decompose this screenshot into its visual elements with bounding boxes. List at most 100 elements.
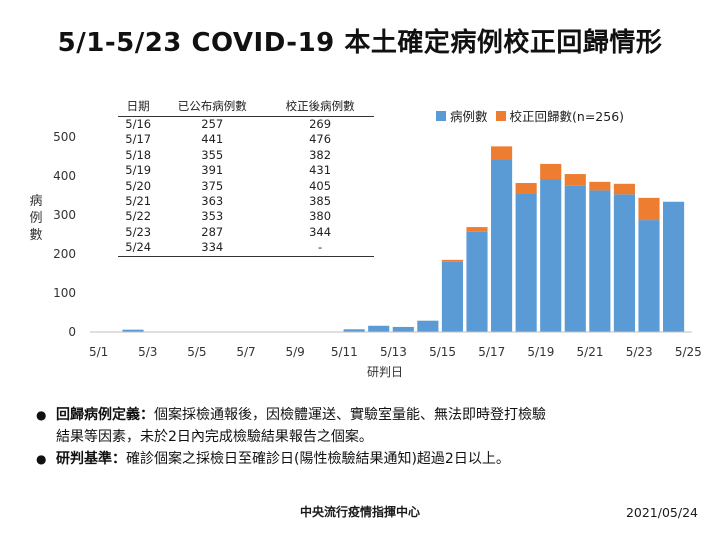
table-cell: 5/22	[125, 209, 152, 224]
table-cell: 257	[201, 117, 224, 131]
table-header-row: 日期 已公布病例數 校正後病例數	[118, 97, 374, 117]
bar-cases	[368, 325, 390, 332]
notes: ● 回歸病例定義：個案採檢通報後，因檢體運送、實驗室量能、無法即時登打檢驗 結果…	[36, 404, 546, 470]
x-tick-label: 5/5	[187, 345, 206, 359]
bar-cases	[392, 326, 414, 332]
legend-swatch-cases	[436, 110, 446, 121]
bar-cases	[564, 185, 586, 332]
note-criteria-label: 研判基準：	[56, 451, 126, 467]
legend-swatch-corrections	[495, 110, 506, 121]
x-tick-label: 5/7	[236, 345, 255, 359]
table-cell: 431	[309, 163, 332, 178]
y-tick-label: 0	[68, 325, 76, 339]
bar-cases	[589, 190, 611, 332]
y-axis: 0 100 200 300 400 500	[53, 130, 76, 339]
bullet-icon: ●	[36, 452, 47, 466]
bar-corrections	[466, 227, 488, 232]
table-cell: 380	[309, 209, 332, 224]
y-tick-label: 200	[53, 247, 76, 261]
table-header-cell: 已公布病例數	[158, 97, 267, 117]
y-tick-label: 300	[53, 208, 76, 222]
table-cell: 269	[309, 117, 332, 131]
y-tick-label: 400	[53, 169, 76, 183]
y-axis-label: 病例數	[29, 194, 42, 243]
table-cell: 391	[201, 163, 224, 178]
y-tick-label: 100	[53, 286, 76, 300]
x-tick-label: 5/1	[89, 345, 108, 359]
table-cell: 363	[201, 194, 224, 209]
legend-label-corrections: 校正回歸數(n=256)	[509, 109, 625, 124]
bar-corrections	[564, 174, 586, 186]
table-cell: 405	[309, 178, 332, 193]
note-definition-text: 個案採檢通報後，因檢體運送、實驗室量能、無法即時登打檢驗	[154, 407, 546, 423]
table-row: 5/21 363 385	[118, 194, 374, 209]
bar-cases	[663, 201, 685, 332]
bar-cases	[122, 329, 144, 332]
bars	[122, 146, 685, 333]
table-cell: 441	[201, 132, 224, 147]
bar-cases	[540, 179, 562, 332]
bar-cases	[613, 194, 635, 332]
legend-item-cases: 病例數	[436, 106, 488, 125]
bar-corrections	[441, 259, 463, 262]
x-tick-label: 5/13	[380, 345, 407, 359]
table-row: 5/20 375 405	[118, 179, 374, 194]
report-date: 2021/05/24	[625, 505, 698, 520]
y-tick-label: 500	[53, 130, 76, 144]
bar-corrections	[540, 163, 562, 180]
bar-corrections	[613, 183, 635, 195]
table-row: 5/19 391 431	[118, 163, 374, 178]
x-axis-label: 研判日	[367, 365, 403, 379]
note-definition: ● 回歸病例定義：個案採檢通報後，因檢體運送、實驗室量能、無法即時登打檢驗	[36, 404, 546, 426]
footer-organization: 中央流行疫情指揮中心	[299, 505, 420, 519]
bar-corrections	[638, 197, 660, 221]
bar-cases	[417, 320, 439, 332]
x-tick-label: 5/3	[138, 345, 157, 359]
table-row: 5/23 287 344	[118, 225, 374, 240]
table-cell: 385	[309, 194, 332, 209]
x-tick-label: 5/15	[429, 345, 456, 359]
note-criteria-text: 確診個案之採檢日至確診日(陽性檢驗結果通知)超過2日以上。	[126, 451, 510, 467]
note-definition-label: 回歸病例定義：	[56, 407, 154, 423]
x-tick-label: 5/21	[577, 345, 604, 359]
bar-cases	[441, 261, 463, 332]
note-definition-text-2: 結果等因素，未於2日內完成檢驗結果報告之個案。	[56, 429, 373, 445]
table-cell: 5/17	[125, 132, 152, 147]
x-tick-label: 5/19	[527, 345, 554, 359]
x-tick-label: 5/23	[626, 345, 653, 359]
bar-cases	[466, 231, 488, 332]
page-title: 5/1-5/23 COVID-19 本土確定病例校正回歸情形	[57, 28, 663, 58]
bar-cases	[491, 160, 513, 332]
table-cell: 355	[201, 147, 224, 162]
table-cell: 5/24	[118, 240, 159, 257]
table-cell: 287	[201, 224, 224, 239]
table-cell: 5/16	[125, 117, 152, 131]
table-cell: -	[266, 240, 374, 257]
x-tick-label: 5/17	[478, 345, 505, 359]
table-cell: 334	[158, 240, 267, 257]
table-row: 5/17 441 476	[118, 132, 374, 147]
table-row: 5/24 334-	[118, 240, 374, 257]
x-tick-label: 5/9	[286, 345, 305, 359]
table-cell: 5/23	[125, 224, 152, 239]
table-row: 5/18 355 382	[118, 148, 374, 163]
table-cell: 5/18	[125, 147, 152, 162]
bar-corrections	[491, 146, 513, 161]
table-cell: 382	[309, 147, 332, 162]
bullet-icon: ●	[36, 408, 47, 422]
table-cell: 5/21	[125, 194, 152, 209]
legend-label-cases: 病例數	[450, 109, 488, 124]
table-cell: 353	[201, 209, 224, 224]
bar-corrections	[589, 181, 611, 191]
bar-cases	[638, 220, 660, 332]
table-row: 5/16 257 269	[118, 117, 374, 133]
legend: 病例數 校正回歸數(n=256)	[436, 106, 632, 125]
table-cell: 5/20	[125, 178, 152, 193]
note-criteria: ● 研判基準：確診個案之採檢日至確診日(陽性檢驗結果通知)超過2日以上。	[36, 448, 546, 470]
table-header-cell: 日期	[118, 97, 159, 117]
x-tick-label: 5/25	[675, 345, 702, 359]
table-row: 5/22 353 380	[118, 209, 374, 224]
stacked-bar-chart: 0 100 200 300 400 500 5/1 5/3 5/5 5/7 5/9 5/11 5/13…	[29, 130, 702, 379]
table-cell: 476	[309, 132, 332, 147]
table-cell: 375	[201, 178, 224, 193]
